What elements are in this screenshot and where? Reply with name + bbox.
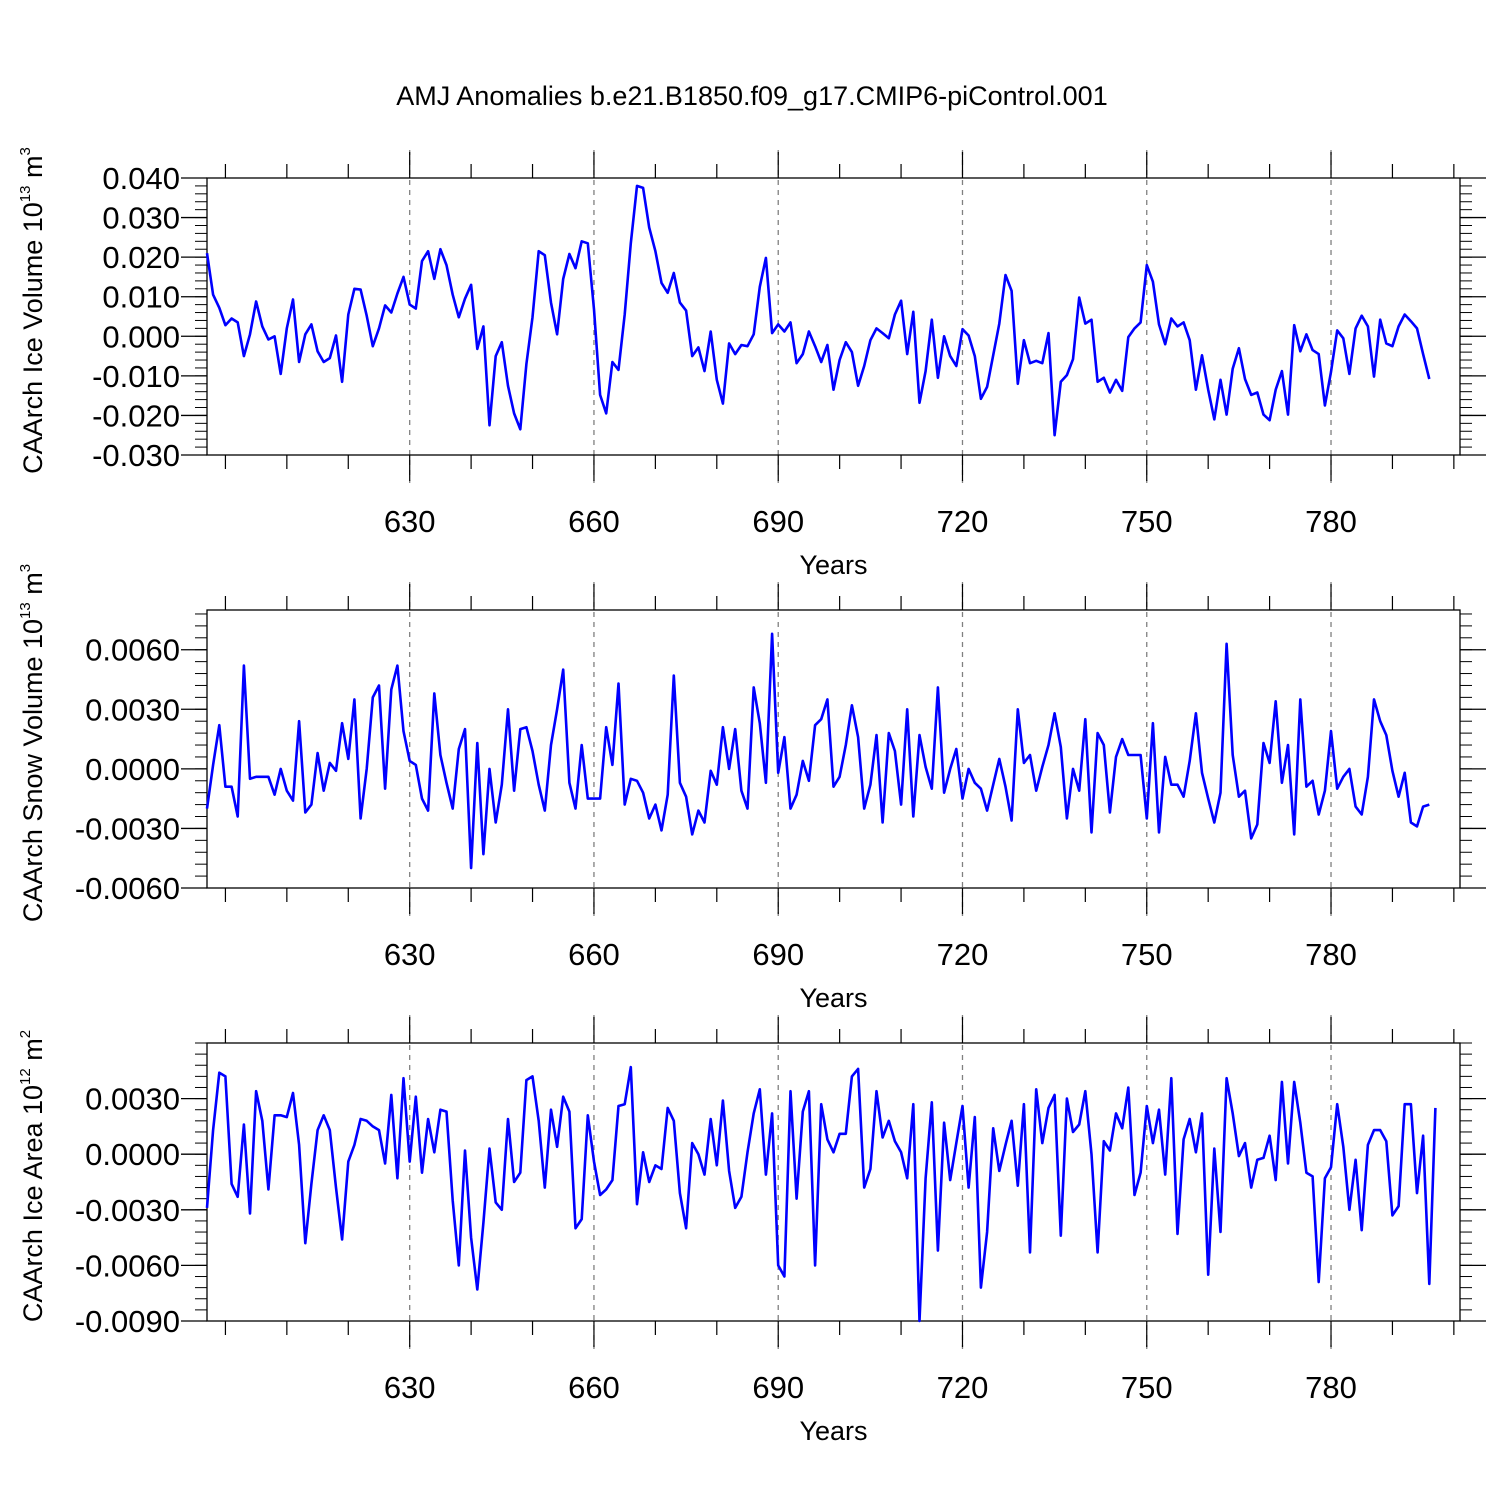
series-line bbox=[205, 184, 1431, 437]
x-tick-label: 630 bbox=[384, 504, 436, 539]
y-tick-label: -0.030 bbox=[92, 438, 180, 473]
x-tick-label: 660 bbox=[568, 937, 620, 972]
x-tick-label: 690 bbox=[752, 937, 804, 972]
panels: 0.040 0.030 0.020 0.010 0.000 -0.010 -0.020 -0.… bbox=[17, 147, 1486, 1446]
x-axis-title: Years bbox=[799, 550, 867, 580]
y-tick-label: 0.040 bbox=[102, 161, 180, 196]
plot-frame bbox=[206, 1042, 1461, 1322]
y-tick-label: 0.0000 bbox=[85, 1137, 180, 1172]
y-tick-label: 0.000 bbox=[102, 319, 180, 354]
x-tick-label: 750 bbox=[1121, 937, 1173, 972]
x-tick-label: 630 bbox=[384, 1370, 436, 1405]
y-tick-label: 0.0060 bbox=[85, 633, 180, 668]
y-tick-label: -0.0060 bbox=[75, 1248, 180, 1283]
x-tick-label: 780 bbox=[1305, 937, 1357, 972]
y-tick-label: -0.010 bbox=[92, 359, 180, 394]
x-tick-label: 750 bbox=[1121, 1370, 1173, 1405]
panel-ice-area: 0.0030 0.0000 -0.0030 -0.0060 -0.0090 630 660 6… bbox=[17, 1015, 1486, 1446]
y-tick-label: -0.020 bbox=[92, 398, 180, 433]
figure-title: AMJ Anomalies b.e21.B1850.f09_g17.CMIP6-… bbox=[396, 81, 1107, 111]
x-axis-title: Years bbox=[799, 1416, 867, 1446]
panel-snow-volume: 0.0060 0.0030 0.0000 -0.0030 -0.0060 630 660 69… bbox=[17, 564, 1486, 1013]
y-tick-label: 0.030 bbox=[102, 201, 180, 236]
y-tick-label: 0.0000 bbox=[85, 752, 180, 787]
x-tick-label: 660 bbox=[568, 504, 620, 539]
x-tick-label: 660 bbox=[568, 1370, 620, 1405]
y-tick-label: 0.0030 bbox=[85, 1082, 180, 1117]
series-line bbox=[205, 632, 1430, 870]
x-tick-label: 720 bbox=[937, 1370, 989, 1405]
plot-frame bbox=[206, 609, 1461, 889]
x-tick-label: 720 bbox=[937, 937, 989, 972]
x-axis-title: Years bbox=[799, 983, 867, 1013]
y-tick-label: -0.0030 bbox=[75, 1193, 180, 1228]
y-tick-label: -0.0030 bbox=[75, 811, 180, 846]
x-tick-label: 690 bbox=[752, 504, 804, 539]
y-axis-title: CAArch Ice Volume 1013 m3 bbox=[17, 147, 48, 474]
y-axis-title: CAArch Ice Area 1012 m2 bbox=[17, 1030, 48, 1322]
x-tick-label: 720 bbox=[937, 504, 989, 539]
x-tick-label: 630 bbox=[384, 937, 436, 972]
y-tick-label: 0.020 bbox=[102, 240, 180, 275]
x-tick-label: 780 bbox=[1305, 504, 1357, 539]
panel-ice-volume: 0.040 0.030 0.020 0.010 0.000 -0.010 -0.020 -0.… bbox=[17, 147, 1486, 580]
y-tick-label: -0.0090 bbox=[75, 1304, 180, 1339]
x-tick-label: 780 bbox=[1305, 1370, 1357, 1405]
series-line bbox=[205, 1065, 1437, 1323]
x-tick-label: 690 bbox=[752, 1370, 804, 1405]
x-tick-label: 750 bbox=[1121, 504, 1173, 539]
y-tick-label: 0.0030 bbox=[85, 692, 180, 727]
y-tick-label: 0.010 bbox=[102, 280, 180, 315]
y-tick-label: -0.0060 bbox=[75, 871, 180, 906]
plot-frame bbox=[206, 177, 1461, 456]
y-axis-title: CAArch Snow Volume 1013 m3 bbox=[17, 564, 48, 922]
